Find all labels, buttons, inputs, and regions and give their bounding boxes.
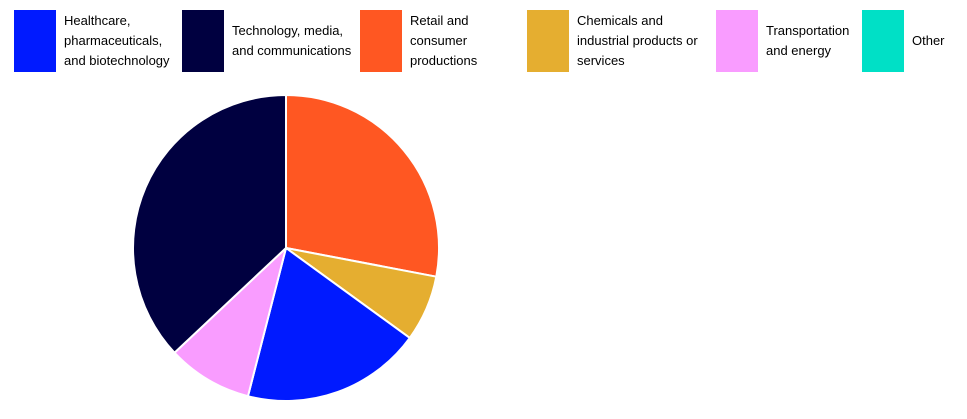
legend-item-healthcare[interactable]: Healthcare, pharmaceuticals, and biotech… — [14, 10, 174, 72]
legend-label-healthcare: Healthcare, pharmaceuticals, and biotech… — [64, 13, 170, 68]
legend-item-retail[interactable]: Retail and consumer productions — [360, 10, 520, 72]
legend-item-technology[interactable]: Technology, media, and communications — [182, 10, 352, 72]
legend-swatch-chemicals — [527, 10, 569, 72]
legend-label-other: Other — [912, 33, 945, 48]
legend-item-other[interactable]: Other — [862, 10, 962, 72]
pie-slice-healthcare[interactable] — [246, 247, 411, 402]
legend-swatch-transportation — [716, 10, 758, 72]
legend-label-transportation: Transportation and energy — [766, 23, 850, 58]
legend-swatch-technology — [182, 10, 224, 72]
legend-label-retail: Retail and consumer productions — [410, 13, 478, 68]
legend-label-technology: Technology, media, and communications — [232, 23, 352, 58]
chart-legend: Healthcare, pharmaceuticals, and biotech… — [0, 0, 967, 80]
pie-slice-retail[interactable] — [285, 94, 440, 278]
legend-swatch-healthcare — [14, 10, 56, 72]
legend-label-chemicals: Chemicals and industrial products or ser… — [577, 13, 698, 68]
legend-item-transportation[interactable]: Transportation and energy — [716, 10, 856, 72]
pie-slice-chemicals[interactable] — [285, 247, 438, 339]
legend-swatch-retail — [360, 10, 402, 72]
legend-swatch-other — [862, 10, 904, 72]
pie-slice-technology[interactable] — [132, 94, 287, 354]
legend-item-chemicals[interactable]: Chemicals and industrial products or ser… — [527, 10, 707, 72]
pie-slice-transportation[interactable] — [173, 247, 287, 398]
